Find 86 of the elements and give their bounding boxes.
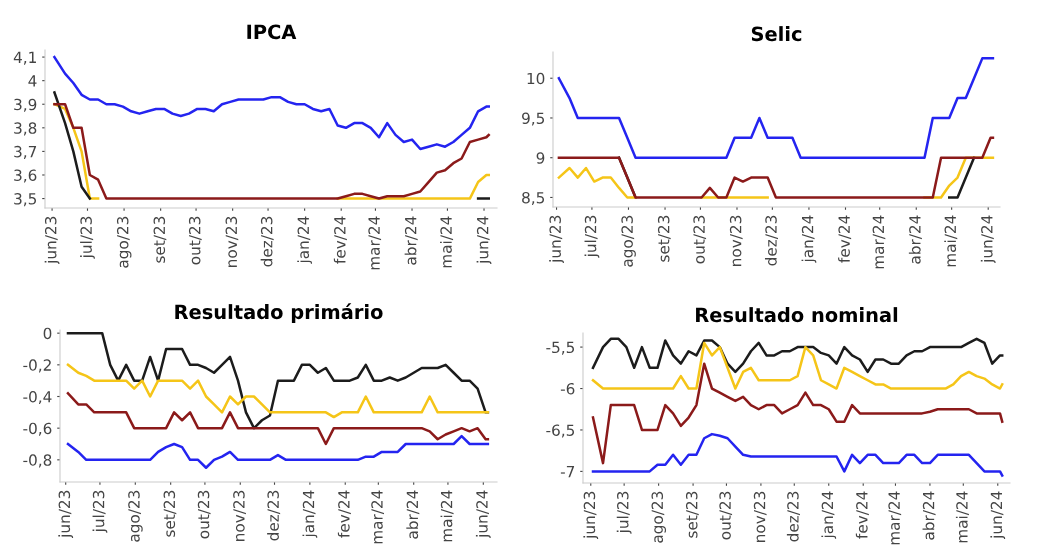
x-tick-label: nov/23: [753, 491, 767, 542]
line-series: [591, 362, 1004, 465]
line-series: [53, 55, 490, 151]
x-tick-label: mar/24: [371, 490, 384, 544]
y-tick-label: 8,5: [522, 191, 545, 206]
x-tick-label: abr/24: [908, 215, 922, 264]
x-tick-label: jul/23: [92, 490, 108, 533]
x-tick-label: set/23: [685, 491, 699, 538]
line-series: [66, 363, 490, 419]
chart-title: Selic: [751, 26, 802, 42]
x-tick-label: jun/24: [475, 490, 491, 539]
line-series: [66, 392, 490, 446]
x-tick-label: ago/23: [128, 490, 143, 542]
x-tick-label: jun/24: [980, 215, 996, 264]
x-tick-label: jul/23: [584, 215, 600, 258]
x-tick-label: dez/23: [764, 215, 779, 266]
chart-title: Resultado primário: [175, 303, 383, 323]
line-series: [66, 434, 490, 469]
x-tick-label: mar/24: [888, 491, 902, 545]
x-tick-label: jun/24: [476, 216, 492, 265]
x-tick-label: ago/23: [116, 216, 132, 268]
x-tick-label: fev/24: [855, 491, 869, 539]
x-tick-label: mai/24: [944, 215, 958, 267]
y-tick-label: -7: [560, 466, 575, 478]
x-tick-label: nov/23: [729, 215, 743, 266]
x-tick-label: mar/24: [872, 215, 886, 269]
x-tick-label: jun/23: [44, 216, 60, 265]
x-tick-label: mai/24: [440, 490, 454, 542]
x-tick-label: jun/23: [583, 491, 599, 540]
x-tick-label: abr/24: [406, 490, 420, 539]
y-tick-label: 9: [536, 152, 545, 164]
x-tick-label: mai/24: [440, 216, 454, 268]
y-tick-label: 3,8: [14, 122, 37, 136]
x-tick-label: ago/23: [621, 215, 636, 267]
y-tick-label: -0,8: [23, 454, 52, 468]
x-tick-label: mar/24: [368, 216, 382, 270]
x-tick-label: jan/24: [801, 215, 817, 263]
chart-title: Resultado nominal: [696, 307, 898, 323]
x-tick-label: jan/24: [821, 491, 837, 539]
line-series: [591, 432, 1004, 477]
x-tick-label: jul/23: [616, 491, 632, 534]
x-tick-label: dez/23: [267, 490, 281, 541]
x-tick-label: jun/24: [990, 491, 1006, 540]
x-tick-label: nov/23: [233, 490, 246, 541]
line-series: [557, 57, 995, 159]
line-series: [557, 136, 995, 199]
chart-title: IPCA: [247, 24, 297, 40]
x-tick-label: dez/23: [260, 216, 274, 267]
x-tick-label: jan/24: [302, 490, 318, 538]
x-tick-label: out/23: [188, 216, 202, 265]
line-series: [591, 337, 1004, 374]
y-tick-label: 0: [43, 327, 52, 340]
x-tick-label: jun/23: [58, 490, 74, 539]
y-tick-label: 4: [28, 75, 37, 87]
y-tick-label: 9,5: [522, 112, 545, 126]
x-tick-label: ago/23: [651, 491, 667, 543]
y-tick-label: 3,9: [14, 98, 37, 112]
y-tick-label: 3,6: [14, 169, 37, 183]
y-tick-label: -5,5: [546, 341, 575, 355]
x-tick-label: fev/24: [337, 490, 351, 538]
x-tick-label: fev/24: [838, 215, 852, 263]
x-tick-label: fev/24: [333, 216, 347, 264]
x-tick-label: out/23: [719, 491, 733, 540]
x-tick-label: jun/23: [549, 215, 564, 264]
x-tick-label: abr/24: [404, 216, 418, 265]
line-series: [591, 341, 1004, 390]
x-tick-label: mai/24: [955, 491, 969, 543]
y-tick-label: 3,7: [14, 145, 37, 159]
y-tick-label: 4,1: [13, 51, 36, 65]
y-tick-label: -0,2: [23, 359, 51, 373]
x-tick-label: set/23: [153, 216, 167, 263]
x-tick-label: dez/23: [786, 491, 800, 542]
y-tick-label: 3,5: [14, 193, 37, 207]
x-tick-label: nov/23: [225, 216, 239, 267]
y-tick-label: -6,5: [546, 424, 575, 438]
x-tick-label: set/23: [657, 215, 671, 262]
y-tick-label: 10: [527, 72, 545, 85]
x-tick-label: jan/24: [297, 216, 313, 264]
x-tick-label: abr/24: [922, 491, 936, 540]
y-tick-label: -0,4: [23, 390, 52, 405]
x-tick-label: set/23: [163, 490, 177, 537]
x-tick-label: out/23: [693, 215, 707, 264]
x-tick-label: jul/23: [80, 216, 95, 259]
y-tick-label: -0,6: [23, 422, 52, 436]
y-tick-label: -6: [560, 382, 575, 395]
x-tick-label: out/23: [197, 490, 211, 539]
